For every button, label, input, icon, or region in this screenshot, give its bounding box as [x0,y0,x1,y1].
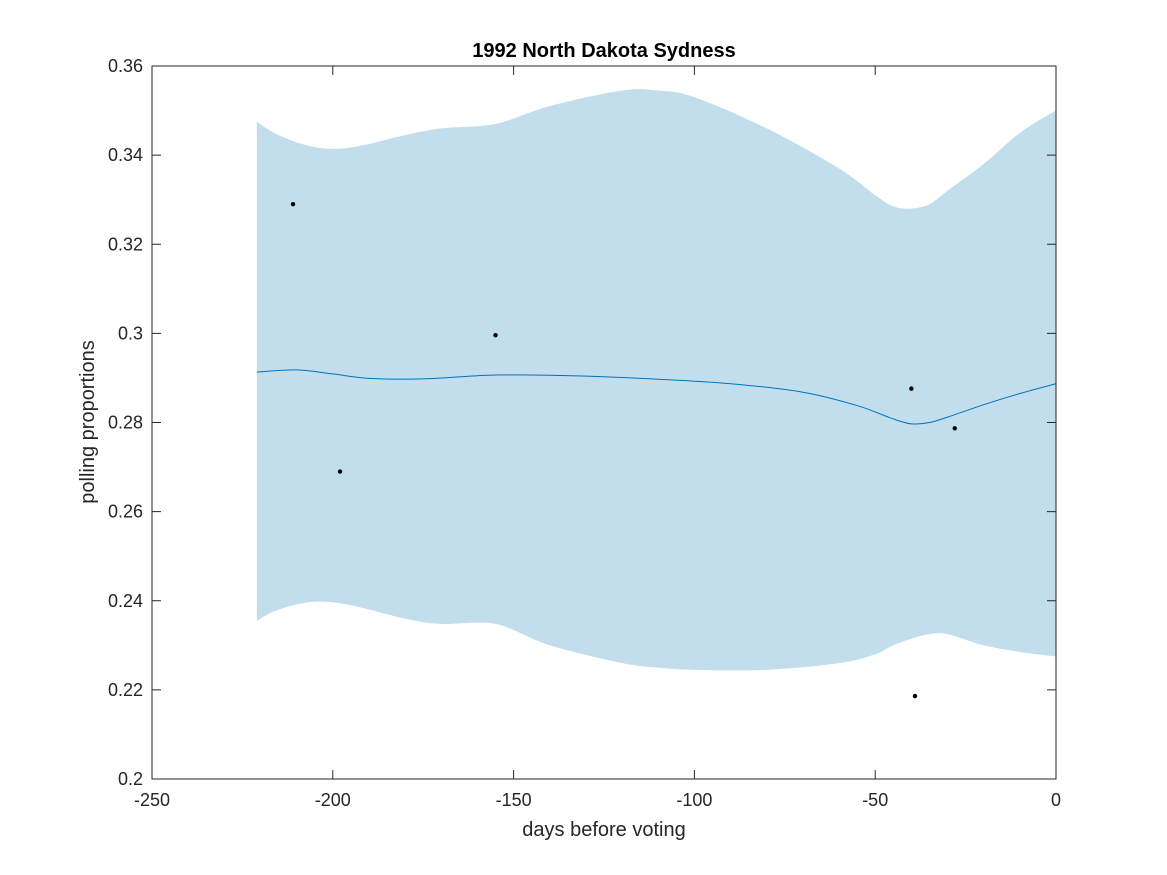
x-tick-label: -200 [315,790,351,810]
poll-point [493,332,498,338]
x-tick-label: 0 [1051,790,1061,810]
y-tick-label: 0.2 [118,769,143,789]
plot-area [256,89,1057,699]
x-tick-label: -250 [134,790,170,810]
poll-point [912,693,918,699]
y-tick-label: 0.3 [118,323,143,343]
poll-point [337,469,343,474]
confidence-band [256,89,1056,671]
x-tick-label: -100 [676,790,712,810]
poll-point [290,201,296,207]
mean-line [256,369,1057,425]
y-tick-label: 0.26 [108,502,143,522]
x-tick-label: -50 [862,790,888,810]
y-tick-label: 0.28 [108,413,143,433]
chart-title: 1992 North Dakota Sydness [472,40,735,62]
y-tick-label: 0.36 [108,56,143,76]
y-axis-title: polling proportions [77,340,99,503]
poll-point [952,426,957,431]
y-tick-label: 0.22 [108,680,143,700]
y-tick-label: 0.32 [108,234,143,254]
x-tick-label: -150 [496,790,532,810]
y-tick-label: 0.34 [108,145,143,165]
axes: -250 -200 -150 -100 -50 0 0.2 0.22 0.24 0.26 0.28 0… [108,56,1061,810]
y-tick-label: 0.24 [108,591,143,611]
poll-point [909,386,914,391]
x-axis-title: days before voting [522,819,685,841]
